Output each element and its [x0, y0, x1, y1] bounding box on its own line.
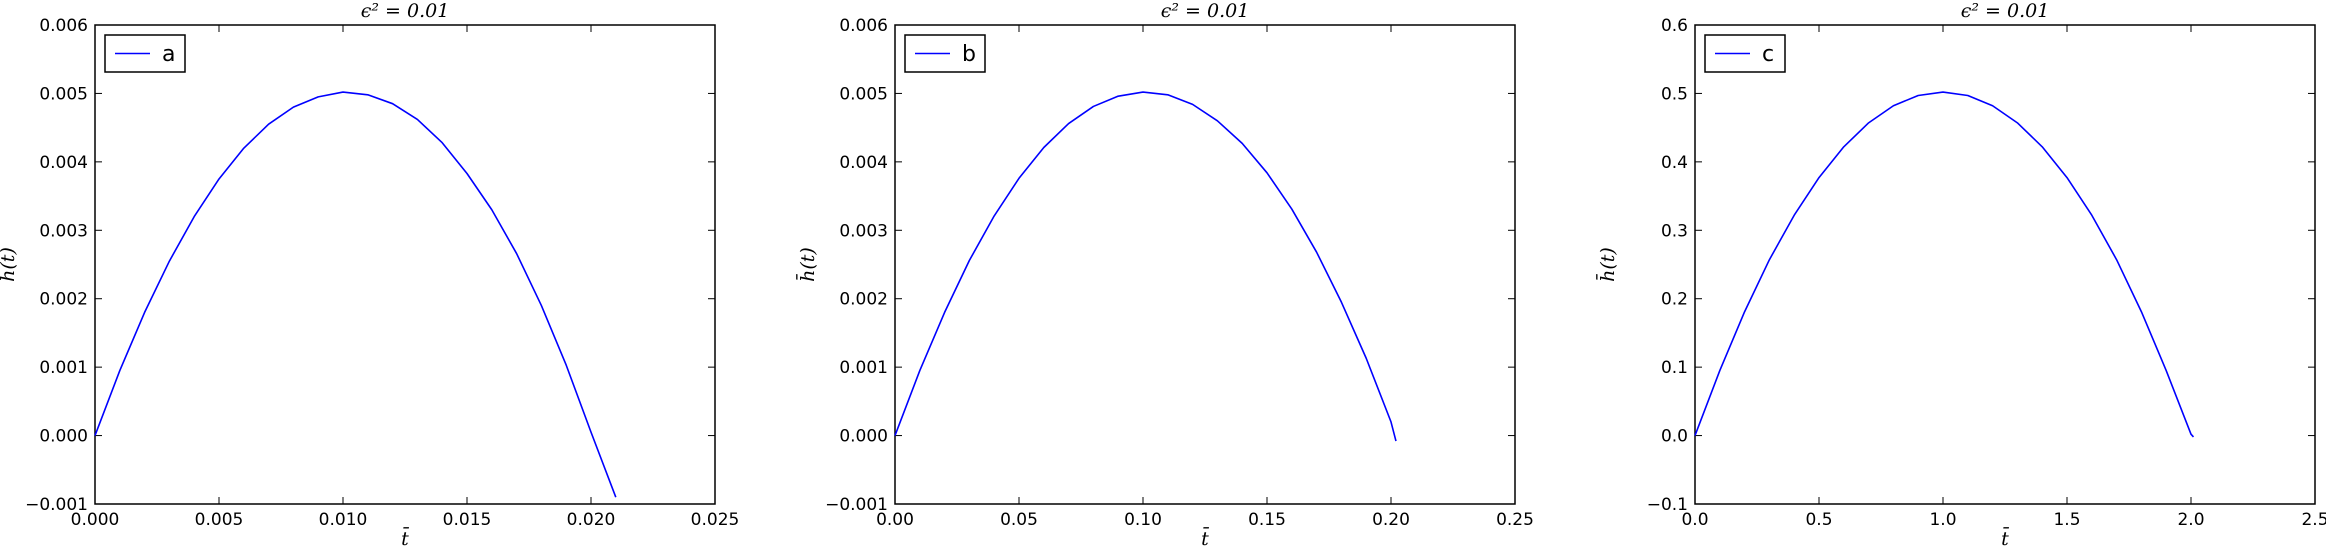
- x-tick-label: 0.010: [319, 510, 368, 530]
- plot-frame: [894, 24, 1516, 505]
- x-tick-label: 0.10: [1124, 510, 1162, 530]
- y-tick-label: 0.005: [839, 84, 888, 104]
- y-tick-label: 0.5: [1661, 84, 1688, 104]
- y-tick-label: 0.001: [39, 358, 88, 378]
- chart-title: ϵ² = 0.01: [1161, 0, 1250, 22]
- plot-frame: [1694, 24, 2316, 505]
- chart-title: ϵ² = 0.01: [361, 0, 450, 22]
- y-tick-label: 0.2: [1661, 290, 1688, 310]
- series-line-c: [1694, 91, 2195, 438]
- y-tick-label: 0.000: [839, 427, 888, 447]
- y-tick-label: 0.002: [839, 290, 888, 310]
- y-tick-label: 0.0: [1661, 427, 1688, 447]
- y-tick-label: 0.006: [839, 16, 888, 36]
- x-tick-label: 0.5: [1805, 510, 1832, 530]
- y-tick-label: 0.003: [39, 221, 88, 241]
- y-tick-label: 0.001: [839, 358, 888, 378]
- x-tick-label: 0.15: [1248, 510, 1286, 530]
- y-axis-label: h̄(t): [0, 247, 19, 282]
- x-tick-label: 1.5: [2053, 510, 2080, 530]
- chart-panel-3: 0.0 0.5 1.0 1.5 2.0 2.5−0.10.00.10.20.30.40.5…: [1595, 0, 2326, 548]
- chart-title: ϵ² = 0.01: [1961, 0, 2050, 22]
- legend-label: c: [1762, 42, 1774, 67]
- x-tick-label: 2.5: [2301, 510, 2326, 530]
- y-tick-label: 0.005: [39, 84, 88, 104]
- y-tick-label: 0.4: [1661, 153, 1688, 173]
- y-tick-label: 0.1: [1661, 358, 1688, 378]
- y-tick-label: 0.003: [839, 221, 888, 241]
- legend-label: a: [162, 42, 175, 67]
- x-tick-label: 2.0: [2177, 510, 2204, 530]
- x-tick-label: 0.0: [1681, 510, 1708, 530]
- x-tick-label: 1.0: [1929, 510, 1956, 530]
- y-tick-label: −0.001: [825, 495, 888, 515]
- x-tick-label: 0.25: [1496, 510, 1534, 530]
- x-tick-label: 0.000: [71, 510, 120, 530]
- y-tick-label: 0.000: [39, 427, 88, 447]
- legend: a: [104, 34, 186, 73]
- y-tick-label: −0.1: [1647, 495, 1688, 515]
- x-tick-label: 0.20: [1372, 510, 1410, 530]
- y-tick-label: 0.3: [1661, 221, 1688, 241]
- x-tick-label: 0.00: [876, 510, 914, 530]
- y-tick-label: 0.004: [39, 153, 88, 173]
- y-axis-label: h̄(t): [1595, 247, 1619, 282]
- y-tick-label: 0.6: [1661, 16, 1688, 36]
- x-tick-label: 0.015: [443, 510, 492, 530]
- y-tick-label: −0.001: [25, 495, 88, 515]
- x-axis-label: t̄: [401, 526, 409, 548]
- legend: c: [1704, 34, 1786, 73]
- y-tick-label: 0.006: [39, 16, 88, 36]
- legend: b: [904, 34, 986, 73]
- chart-panel-2: 0.00 0.05 0.10 0.15 0.20 0.25 −0.001 0.000 0.001…: [795, 0, 1534, 548]
- plot-frame: [94, 24, 716, 505]
- y-tick-label: 0.004: [839, 153, 888, 173]
- series-line-b: [894, 91, 1397, 442]
- legend-label: b: [962, 42, 976, 67]
- chart-panel-1: 0.000 0.005 0.010 0.015 0.020 0.025−0.0010.00…: [0, 0, 739, 548]
- x-tick-label: 0.025: [691, 510, 740, 530]
- x-axis-label: t̄: [2001, 526, 2009, 548]
- y-axis-label: h̄(t): [795, 247, 819, 282]
- x-tick-label: 0.05: [1000, 510, 1038, 530]
- x-tick-label: 0.020: [567, 510, 616, 530]
- x-axis-label: t̄: [1201, 526, 1209, 548]
- y-tick-label: 0.002: [39, 290, 88, 310]
- x-tick-label: 0.005: [195, 510, 244, 530]
- series-line-a: [94, 91, 617, 498]
